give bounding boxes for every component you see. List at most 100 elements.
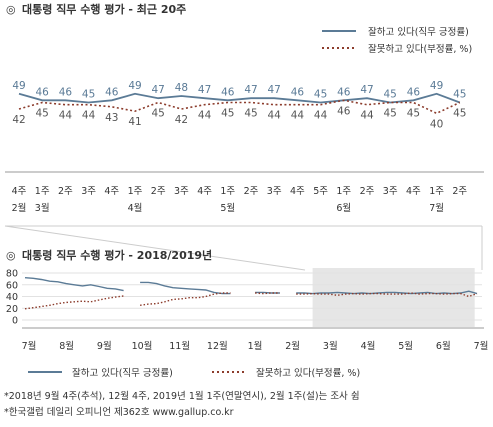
value-label-positive: 46 bbox=[105, 86, 119, 98]
x-tick-week: 4주 bbox=[104, 186, 119, 197]
value-label-negative: 46 bbox=[337, 105, 351, 117]
value-label-positive: 49 bbox=[128, 80, 141, 92]
value-label-positive: 47 bbox=[244, 84, 257, 96]
value-label-negative: 45 bbox=[36, 108, 49, 120]
x-tick-month: 5월 bbox=[398, 340, 413, 352]
x-tick-month: 2월 bbox=[12, 202, 27, 214]
value-label-positive: 49 bbox=[12, 80, 25, 92]
value-label-negative: 45 bbox=[152, 108, 165, 120]
x-tick-week: 2주 bbox=[244, 186, 259, 197]
x-tick-month: 6월 bbox=[436, 340, 451, 352]
value-label-positive: 46 bbox=[407, 86, 421, 98]
x-tick-month: 3월 bbox=[35, 202, 50, 214]
x-tick-month: 9월 bbox=[97, 340, 112, 352]
chart2-title: 대통령 직무 수행 평가 - 2018/2019년 bbox=[22, 248, 212, 262]
value-label-positive: 48 bbox=[175, 82, 188, 94]
value-label-positive: 46 bbox=[337, 86, 351, 98]
x-tick-week: 4주 bbox=[197, 186, 212, 197]
series2-positive-segment bbox=[24, 277, 124, 292]
x-tick-week: 1주 bbox=[35, 186, 50, 197]
series2-negative-segment bbox=[139, 292, 231, 306]
value-label-negative: 45 bbox=[384, 108, 397, 120]
x-tick-week: 1주 bbox=[128, 186, 143, 197]
value-label-negative: 44 bbox=[59, 110, 73, 122]
footnote-2: *한국갤럽 데일리 오피니언 제362호 www.gallup.co.kr bbox=[4, 406, 234, 418]
value-label-negative: 44 bbox=[291, 110, 305, 122]
value-label-negative: 44 bbox=[314, 110, 328, 122]
chart1-legend: 잘하고 있다(직무 긍정률) 잘못하고 있다(부정률, %) bbox=[322, 26, 472, 55]
value-label-negative: 42 bbox=[12, 114, 25, 126]
series2-positive-segment bbox=[255, 291, 280, 294]
x-tick-month: 11월 bbox=[169, 340, 190, 352]
value-label-positive: 47 bbox=[268, 84, 281, 96]
chart2-highlight-band bbox=[312, 268, 475, 327]
x-tick-month: 7월 bbox=[474, 340, 489, 352]
x-tick-month: 6월 bbox=[336, 202, 351, 214]
x-tick-week: 3주 bbox=[81, 186, 96, 197]
series2-negative-segment bbox=[296, 292, 478, 298]
x-tick-month: 10월 bbox=[132, 340, 153, 352]
x-tick-month: 2월 bbox=[285, 340, 300, 352]
chart2-legend: 잘하고 있다(직무 긍정률) 잘못하고 있다(부정률, %) bbox=[28, 367, 360, 379]
x-tick-week: 3주 bbox=[267, 186, 282, 197]
value-label-negative: 44 bbox=[198, 110, 212, 122]
value-label-positive: 47 bbox=[198, 84, 211, 96]
value-label-negative: 42 bbox=[175, 114, 188, 126]
value-label-negative: 45 bbox=[244, 108, 257, 120]
zoom-connector-left bbox=[4, 225, 306, 271]
x-tick-week: 2주 bbox=[452, 186, 467, 197]
legend2-positive-label: 잘하고 있다(직무 긍정률) bbox=[72, 367, 173, 379]
value-label-negative: 40 bbox=[430, 118, 443, 130]
value-label-negative: 43 bbox=[105, 112, 118, 124]
y-tick-label: 60 bbox=[6, 280, 18, 291]
x-tick-week: 5주 bbox=[313, 186, 328, 197]
value-label-positive: 45 bbox=[314, 89, 327, 101]
y-tick-label: 80 bbox=[6, 269, 18, 280]
x-tick-week: 3주 bbox=[174, 186, 189, 197]
value-label-positive: 45 bbox=[453, 89, 466, 101]
x-tick-week: 2주 bbox=[58, 186, 73, 197]
series2-positive-segment bbox=[296, 290, 478, 295]
x-tick-week: 4주 bbox=[406, 186, 421, 197]
x-tick-month: 7월 bbox=[22, 340, 37, 352]
value-label-negative: 45 bbox=[453, 108, 466, 120]
chart1-title: 대통령 직무 수행 평가 - 최근 20주 bbox=[22, 2, 186, 16]
chart1-title-marker: ◎ bbox=[6, 3, 16, 16]
value-label-positive: 46 bbox=[291, 86, 305, 98]
legend-negative-label: 잘못하고 있다(부정률, %) bbox=[368, 43, 472, 55]
chart2-title-marker: ◎ bbox=[6, 249, 16, 262]
legend2-negative-label: 잘못하고 있다(부정률, %) bbox=[256, 367, 360, 379]
value-label-negative: 45 bbox=[407, 108, 420, 120]
footnote-1: *2018년 9월 4주(추석), 12월 4주, 2019년 1월 1주(연말… bbox=[4, 390, 360, 402]
y-tick-label: 20 bbox=[6, 304, 18, 315]
value-label-positive: 46 bbox=[59, 86, 73, 98]
x-tick-week: 3주 bbox=[383, 186, 398, 197]
x-tick-month: 3월 bbox=[323, 340, 338, 352]
value-label-negative: 45 bbox=[221, 108, 234, 120]
value-label-positive: 46 bbox=[36, 86, 50, 98]
legend-positive-label: 잘하고 있다(직무 긍정률) bbox=[368, 26, 469, 38]
x-tick-month: 4월 bbox=[128, 202, 143, 214]
value-label-negative: 44 bbox=[360, 110, 374, 122]
value-label-negative: 44 bbox=[82, 110, 96, 122]
series-positive-line bbox=[18, 92, 461, 104]
series2-positive-segment bbox=[140, 281, 231, 295]
x-tick-month: 8월 bbox=[59, 340, 74, 352]
value-label-positive: 45 bbox=[384, 89, 397, 101]
x-tick-week: 2주 bbox=[360, 186, 375, 197]
value-label-negative: 41 bbox=[128, 116, 141, 128]
y-tick-label: 0 bbox=[12, 316, 18, 327]
y-tick-label: 40 bbox=[6, 292, 18, 303]
value-label-positive: 46 bbox=[221, 86, 235, 98]
x-tick-week: 1주 bbox=[220, 186, 235, 197]
x-tick-week: 4주 bbox=[12, 186, 27, 197]
value-label-positive: 45 bbox=[82, 89, 95, 101]
x-tick-month: 7월 bbox=[429, 202, 444, 214]
value-label-negative: 44 bbox=[268, 110, 282, 122]
x-tick-month: 4월 bbox=[361, 340, 376, 352]
value-label-positive: 47 bbox=[360, 84, 373, 96]
x-tick-week: 2주 bbox=[151, 186, 166, 197]
x-tick-week: 1주 bbox=[429, 186, 444, 197]
x-tick-month: 1월 bbox=[248, 340, 263, 352]
